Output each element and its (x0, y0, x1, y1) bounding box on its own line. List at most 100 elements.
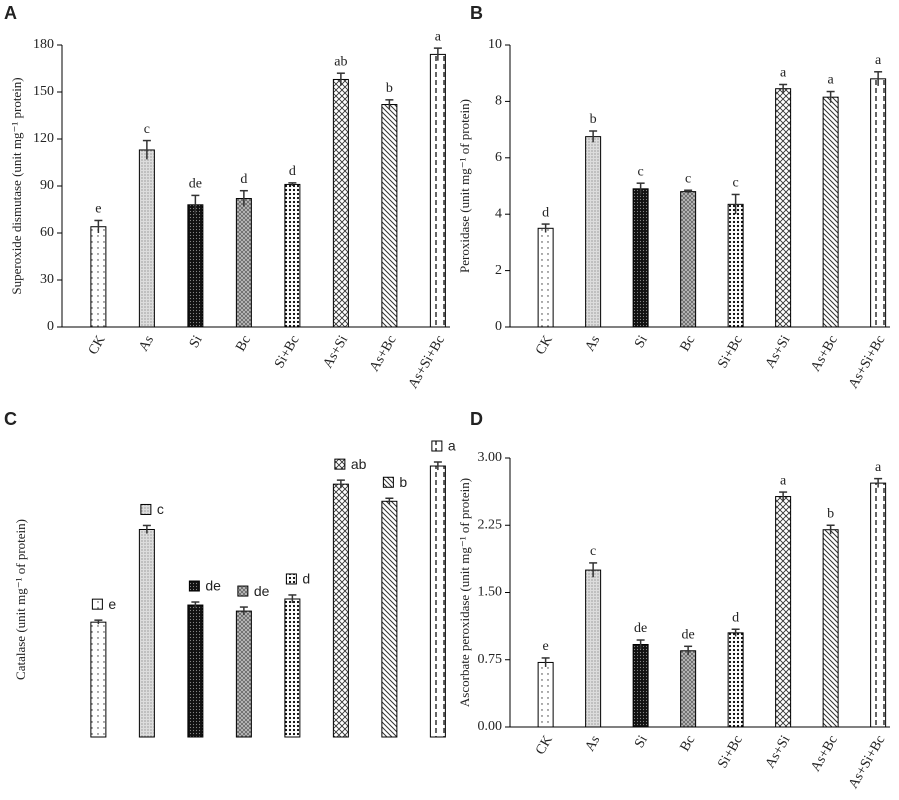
bar (235, 610, 252, 738)
x-tick-label: As+Bc (808, 333, 840, 374)
legend-icon (237, 585, 249, 597)
x-tick-label: Si+Bc (715, 333, 746, 371)
significance-letter: c (144, 122, 150, 137)
legend-icon (140, 503, 152, 515)
legend-icon (382, 476, 394, 488)
y-axis-label: Ascorbate peroxidase (unit mg⁻¹ of prote… (457, 478, 472, 707)
significance-letter: a (780, 473, 787, 488)
bar (680, 650, 697, 728)
bar (235, 198, 252, 328)
bar (632, 188, 649, 328)
y-tick-label: 8 (495, 94, 502, 109)
bar (284, 598, 301, 738)
x-tick-label: As+Bc (367, 333, 399, 374)
bar (870, 482, 887, 728)
legend-icon (285, 573, 297, 585)
significance-letter: d (289, 164, 296, 179)
x-tick-label: CK (533, 333, 556, 357)
bar (775, 88, 792, 328)
y-tick-label: 150 (33, 84, 54, 99)
bar (90, 621, 107, 738)
significance-letter: a (448, 438, 456, 454)
significance-letter: c (590, 544, 596, 559)
y-tick-label: 3.00 (478, 450, 503, 465)
y-tick-label: 120 (33, 131, 54, 146)
bar (727, 632, 744, 728)
bar (537, 227, 554, 328)
significance-letter: c (157, 501, 164, 517)
bar (381, 500, 398, 738)
significance-letter: de (682, 628, 695, 643)
bar (775, 496, 792, 728)
bar (632, 644, 649, 728)
y-tick-label: 0.00 (478, 719, 503, 734)
bar (585, 569, 602, 728)
bar (187, 604, 204, 738)
x-tick-label: As+Si+Bc (406, 333, 448, 391)
significance-letter: de (189, 177, 202, 192)
y-tick-label: 0 (47, 319, 54, 334)
significance-letter: d (240, 172, 247, 187)
bar (138, 149, 155, 328)
significance-letter: a (875, 460, 882, 475)
significance-letter: de (634, 621, 647, 636)
y-tick-label: 60 (40, 225, 54, 240)
y-tick-label: 0 (495, 319, 502, 334)
significance-letter: e (543, 639, 549, 654)
y-tick-label: 4 (495, 206, 502, 221)
x-tick-label: Si+Bc (715, 733, 746, 771)
y-axis-label: Catalase (unit mg⁻¹ of protein) (13, 519, 28, 680)
x-tick-label: CK (86, 333, 109, 357)
legend-icon (188, 580, 200, 592)
bar (822, 529, 839, 728)
x-tick-label: Si+Bc (272, 333, 303, 371)
panel-label: C (4, 409, 17, 429)
significance-letter: e (95, 202, 101, 217)
y-tick-label: 30 (40, 272, 54, 287)
significance-letter: c (733, 176, 739, 191)
significance-letter: de (254, 583, 270, 599)
y-tick-label: 2.25 (478, 517, 503, 532)
legend-icon (91, 598, 103, 610)
significance-letter: b (590, 112, 597, 127)
significance-letter: ab (351, 456, 367, 472)
panel-label: A (4, 3, 17, 23)
significance-letter: a (828, 73, 835, 88)
y-tick-label: 1.50 (478, 585, 503, 600)
x-tick-label: As (583, 333, 604, 354)
bar (90, 226, 107, 328)
bar (537, 661, 554, 728)
significance-letter: d (302, 571, 310, 587)
significance-letter: b (386, 81, 393, 96)
x-tick-label: Bc (678, 733, 699, 754)
significance-letter: d (732, 610, 739, 625)
panel-label: D (470, 409, 483, 429)
legend-icon (431, 440, 443, 452)
bar (585, 136, 602, 328)
significance-letter: a (875, 53, 882, 68)
significance-letter: c (638, 164, 644, 179)
bar (870, 78, 887, 328)
y-tick-label: 10 (488, 37, 502, 52)
significance-letter: c (685, 171, 691, 186)
x-tick-label: Bc (678, 333, 699, 354)
x-tick-label: As (136, 333, 157, 354)
x-tick-label: As+Si+Bc (846, 733, 888, 791)
x-tick-label: As+Si (763, 333, 794, 371)
x-tick-label: Si (632, 733, 651, 751)
y-tick-label: 90 (40, 178, 54, 193)
y-tick-label: 2 (495, 263, 502, 278)
bar (284, 183, 301, 328)
bar (138, 528, 155, 738)
x-tick-label: CK (533, 733, 556, 757)
significance-letter: de (205, 578, 221, 594)
significance-letter: d (542, 205, 549, 220)
x-tick-label: As+Si+Bc (846, 333, 888, 391)
significance-letter: b (827, 506, 834, 521)
y-tick-label: 180 (33, 37, 54, 52)
bar (429, 465, 446, 738)
x-tick-label: Bc (233, 333, 254, 354)
significance-letter: b (399, 474, 407, 490)
y-tick-label: 0.75 (478, 652, 503, 667)
